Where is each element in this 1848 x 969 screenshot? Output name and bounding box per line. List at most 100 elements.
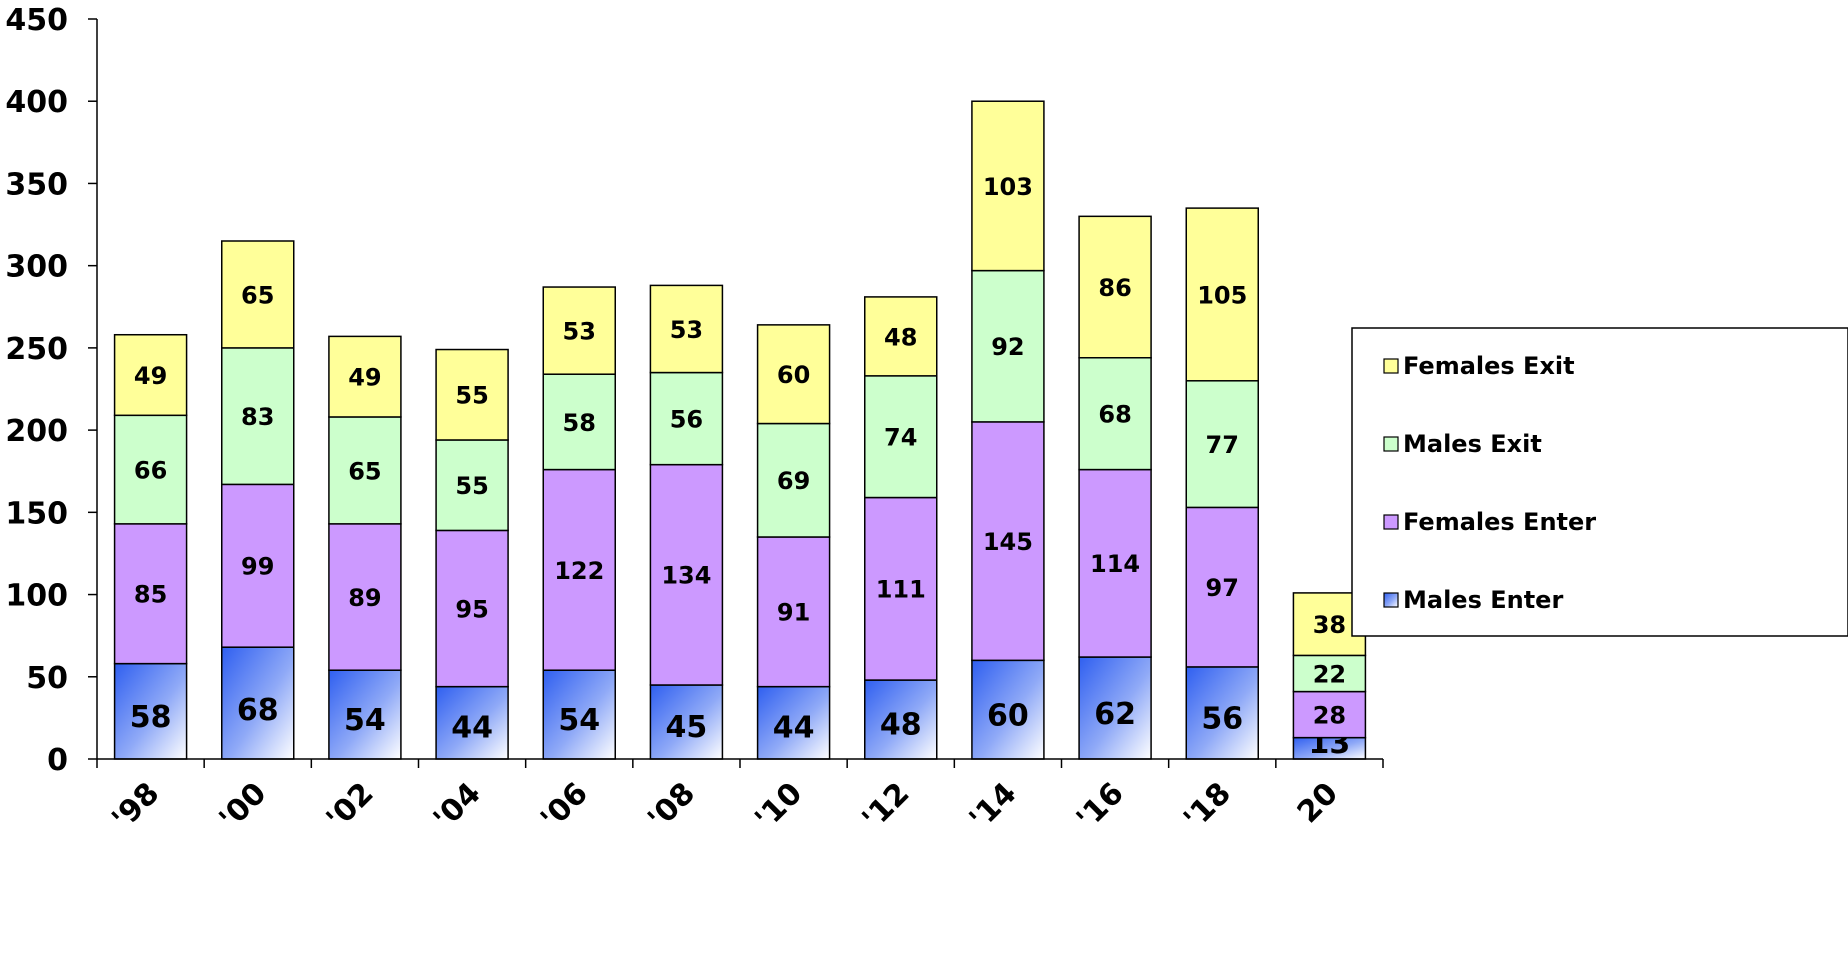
legend-label-females-enter: Females Enter xyxy=(1403,508,1596,536)
data-label-males-exit: 65 xyxy=(348,457,381,485)
bar-males-exit xyxy=(756,422,831,538)
y-tick-label: 150 xyxy=(5,496,68,531)
legend-swatch-males-enter xyxy=(1383,592,1399,608)
legend-label-females-exit: Females Exit xyxy=(1403,352,1575,380)
bar-females-enter xyxy=(971,421,1045,662)
data-label-females-enter: 145 xyxy=(983,528,1033,556)
data-label-males-exit: 22 xyxy=(1313,660,1346,688)
data-label-males-enter: 44 xyxy=(773,711,815,746)
data-label-females-enter: 85 xyxy=(134,581,167,609)
y-tick-label: 400 xyxy=(5,85,68,120)
data-label-females-exit: 49 xyxy=(348,364,381,392)
legend-swatch-females-enter xyxy=(1383,514,1399,530)
x-tick-label: '06 xyxy=(534,776,595,837)
bar-females-exit xyxy=(756,324,831,425)
bar-males-exit xyxy=(221,347,295,486)
y-tick-label: 350 xyxy=(5,167,68,202)
legend: Females Exit Males Exit Females Enter Males… xyxy=(1351,327,1848,637)
data-label-females-exit: 105 xyxy=(1197,281,1247,309)
legend-box xyxy=(1351,327,1848,637)
data-label-females-exit: 60 xyxy=(777,361,810,389)
data-label-females-exit: 103 xyxy=(983,173,1033,201)
data-label-females-enter: 91 xyxy=(777,599,810,627)
bar-females-enter xyxy=(864,496,938,681)
data-label-males-enter: 44 xyxy=(451,711,493,746)
data-label-males-exit: 56 xyxy=(670,405,703,433)
bar-females-enter xyxy=(1185,506,1259,668)
x-tick-label: '98 xyxy=(105,776,166,837)
bar-males-enter xyxy=(542,669,616,760)
data-label-females-exit: 49 xyxy=(134,362,167,390)
data-label-males-enter: 48 xyxy=(880,708,922,743)
data-label-males-exit: 58 xyxy=(563,409,596,437)
bar-females-exit xyxy=(1185,207,1259,382)
bar-females-enter xyxy=(113,523,188,665)
data-label-males-exit: 69 xyxy=(777,467,810,495)
data-label-females-exit: 55 xyxy=(455,382,488,410)
data-label-females-enter: 97 xyxy=(1206,574,1239,602)
x-tick-label: 20 xyxy=(1291,776,1345,830)
x-axis: '98 '00 '02 '04 '06 '08 '10 '12 '14 '16 '18 20 xyxy=(96,758,1384,837)
bar-females-exit xyxy=(435,348,509,441)
y-tick-label: 250 xyxy=(5,332,68,367)
legend-label-males-enter: Males Enter xyxy=(1403,586,1563,614)
bar-males-exit xyxy=(328,416,402,525)
data-label-males-enter: 54 xyxy=(558,703,600,738)
bar-males-enter xyxy=(864,679,938,760)
x-tick-label: '04 xyxy=(427,776,488,837)
legend-label-males-exit: Males Exit xyxy=(1403,430,1542,458)
data-label-females-enter: 114 xyxy=(1090,550,1140,578)
data-label-males-enter: 62 xyxy=(1094,697,1136,732)
bar-males-enter xyxy=(113,662,188,760)
bar-females-exit xyxy=(542,286,616,375)
data-label-females-exit: 48 xyxy=(884,323,917,351)
data-label-females-enter: 28 xyxy=(1313,701,1346,729)
bar-females-exit xyxy=(113,333,188,417)
data-label-males-enter: 58 xyxy=(130,700,172,735)
x-tick-label: '14 xyxy=(963,776,1024,837)
data-label-females-enter: 111 xyxy=(876,576,926,604)
data-label-males-enter: 45 xyxy=(666,710,708,745)
data-label-females-enter: 99 xyxy=(241,553,274,581)
data-label-females-exit: 38 xyxy=(1313,611,1346,639)
bar-females-exit xyxy=(1078,215,1152,359)
bar-males-exit xyxy=(542,373,616,471)
bar-males-exit xyxy=(649,371,724,466)
data-label-males-exit: 83 xyxy=(241,403,274,431)
data-label-females-exit: 53 xyxy=(670,316,703,344)
data-label-males-enter: 68 xyxy=(237,693,279,728)
bar-females-enter xyxy=(328,523,402,671)
bar-males-enter xyxy=(649,684,724,760)
legend-swatch-males-exit xyxy=(1383,436,1399,452)
bar-males-exit xyxy=(435,439,509,532)
x-tick-label: '00 xyxy=(213,776,274,837)
bar-females-exit xyxy=(649,284,724,374)
bar-females-exit xyxy=(328,335,402,418)
y-tick-label: 200 xyxy=(5,414,68,449)
data-label-males-exit: 55 xyxy=(455,472,488,500)
data-label-females-exit: 86 xyxy=(1098,274,1131,302)
y-axis: 0 50 100 150 200 250 300 350 400 450 xyxy=(5,3,98,778)
data-label-males-exit: 74 xyxy=(884,424,917,452)
x-tick-label: '18 xyxy=(1177,776,1238,837)
bar-females-exit xyxy=(971,100,1045,272)
y-tick-label: 50 xyxy=(26,661,68,696)
data-label-females-enter: 122 xyxy=(554,557,604,585)
y-tick-label: 300 xyxy=(5,250,68,285)
bar-females-enter xyxy=(756,536,831,688)
data-label-males-enter: 60 xyxy=(987,699,1029,734)
y-tick-label: 450 xyxy=(5,3,68,38)
x-tick-label: '02 xyxy=(320,776,381,837)
data-label-females-enter: 95 xyxy=(455,595,488,623)
bar-females-enter xyxy=(1078,468,1152,658)
bar-females-enter xyxy=(542,468,616,671)
bar-females-exit xyxy=(864,296,938,377)
data-label-males-enter: 56 xyxy=(1201,702,1243,737)
bar-females-enter xyxy=(1292,690,1367,739)
data-label-females-exit: 53 xyxy=(563,318,596,346)
data-label-females-exit: 65 xyxy=(241,281,274,309)
data-label-males-exit: 66 xyxy=(134,456,167,484)
bar-males-exit xyxy=(971,269,1045,423)
x-tick-label: '08 xyxy=(641,776,702,837)
